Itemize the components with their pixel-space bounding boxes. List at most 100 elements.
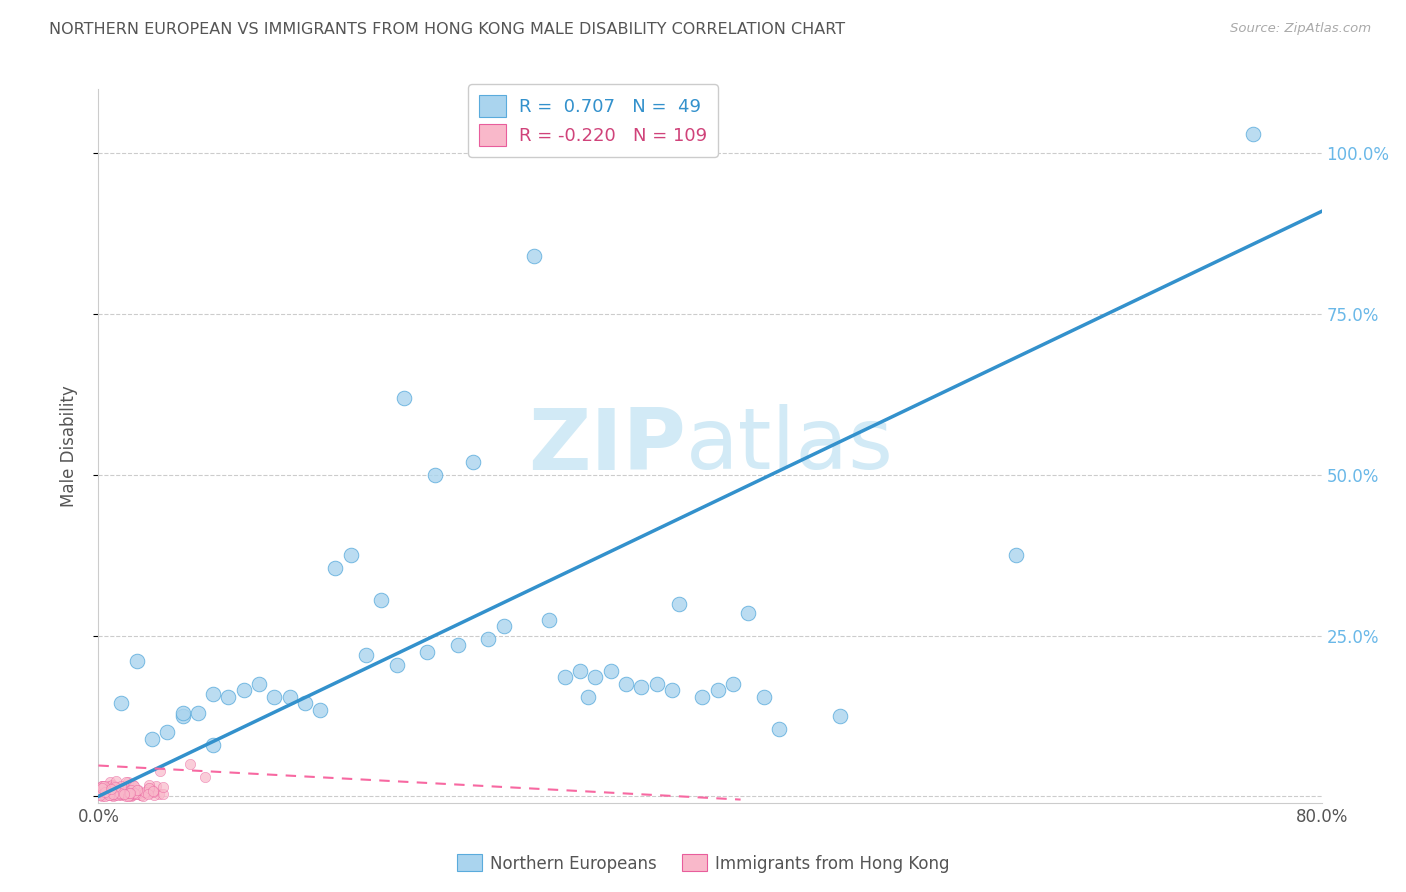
Point: [110, 788, 132, 802]
Point: [576, 690, 599, 704]
Point: [138, 780, 160, 795]
Point: [129, 788, 152, 802]
Point: [100, 789, 122, 803]
Point: [117, 789, 139, 803]
Point: [118, 779, 141, 793]
Point: [103, 784, 125, 798]
Point: [98, 788, 121, 802]
Point: [108, 787, 131, 801]
Point: [125, 787, 148, 801]
Text: atlas: atlas: [686, 404, 894, 488]
Point: [96, 785, 118, 799]
Point: [105, 783, 128, 797]
Point: [370, 593, 392, 607]
Point: [90, 779, 112, 793]
Point: [392, 391, 416, 405]
Point: [120, 783, 142, 797]
Point: [98, 788, 121, 802]
Point: [447, 638, 470, 652]
Point: [115, 774, 138, 789]
Point: [112, 788, 135, 802]
Point: [96, 780, 118, 795]
Point: [97, 779, 120, 793]
Point: [94, 789, 117, 803]
Point: [152, 780, 174, 794]
Point: [91, 784, 114, 798]
Text: NORTHERN EUROPEAN VS IMMIGRANTS FROM HONG KONG MALE DISABILITY CORRELATION CHART: NORTHERN EUROPEAN VS IMMIGRANTS FROM HON…: [49, 22, 845, 37]
Point: [104, 786, 127, 800]
Point: [129, 788, 152, 802]
Point: [138, 778, 160, 792]
Point: [94, 781, 117, 796]
Point: [114, 789, 136, 803]
Point: [630, 680, 652, 694]
Point: [179, 757, 201, 772]
Point: [247, 677, 270, 691]
Point: [768, 722, 790, 736]
Point: [599, 664, 621, 678]
Point: [141, 785, 163, 799]
Point: [89, 785, 111, 799]
Point: [103, 789, 125, 803]
Text: ZIP: ZIP: [527, 404, 686, 488]
Point: [110, 783, 132, 797]
Point: [97, 784, 120, 798]
Point: [110, 696, 132, 710]
Point: [121, 785, 143, 799]
Point: [385, 657, 408, 672]
Point: [477, 632, 499, 646]
Point: [142, 784, 165, 798]
Point: [138, 780, 160, 795]
Point: [187, 706, 209, 720]
Point: [423, 467, 446, 482]
Y-axis label: Male Disability: Male Disability: [59, 385, 77, 507]
Point: [115, 780, 138, 795]
Point: [263, 690, 285, 704]
Point: [124, 788, 146, 802]
Point: [103, 780, 125, 794]
Point: [107, 784, 129, 798]
Point: [91, 779, 114, 793]
Point: [120, 788, 142, 802]
Point: [108, 787, 131, 801]
Point: [120, 786, 142, 800]
Point: [538, 613, 561, 627]
Point: [194, 770, 217, 784]
Point: [583, 670, 606, 684]
Point: [136, 786, 159, 800]
Point: [125, 654, 148, 668]
Point: [120, 789, 142, 803]
Point: [152, 787, 174, 801]
Point: [105, 787, 128, 801]
Legend: R =  0.707   N =  49, R = -0.220   N = 109: R = 0.707 N = 49, R = -0.220 N = 109: [468, 84, 718, 157]
Point: [107, 783, 129, 797]
Point: [117, 786, 139, 800]
Point: [120, 787, 142, 801]
Point: [668, 597, 690, 611]
Point: [100, 778, 122, 792]
Point: [100, 784, 122, 798]
Point: [217, 690, 239, 704]
Point: [122, 786, 145, 800]
Point: [101, 787, 124, 801]
Point: [94, 785, 117, 799]
Point: [202, 686, 225, 700]
Point: [141, 731, 163, 746]
Point: [127, 782, 149, 797]
Point: [325, 561, 347, 575]
Point: [692, 690, 714, 704]
Point: [103, 785, 125, 799]
Point: [89, 788, 111, 802]
Point: [104, 773, 127, 788]
Point: [108, 783, 131, 797]
Point: [294, 696, 316, 710]
Point: [339, 549, 361, 563]
Point: [97, 782, 120, 797]
Point: [112, 782, 135, 797]
Point: [492, 619, 515, 633]
Point: [110, 779, 132, 793]
Point: [145, 779, 167, 793]
Point: [108, 781, 131, 796]
Point: [1004, 549, 1026, 563]
Point: [91, 781, 114, 796]
